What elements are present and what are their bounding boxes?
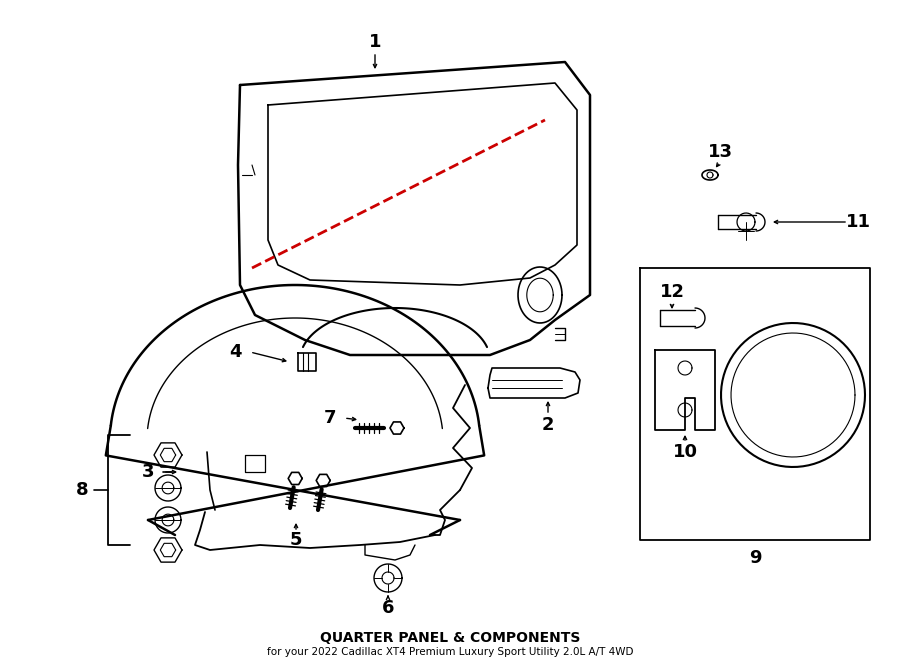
Text: 8: 8 — [76, 481, 88, 499]
Text: for your 2022 Cadillac XT4 Premium Luxury Sport Utility 2.0L A/T 4WD: for your 2022 Cadillac XT4 Premium Luxur… — [266, 647, 634, 657]
Text: 10: 10 — [672, 443, 698, 461]
Text: 5: 5 — [290, 531, 302, 549]
Text: 13: 13 — [707, 143, 733, 161]
Text: 4: 4 — [229, 343, 241, 361]
Text: 12: 12 — [660, 283, 685, 301]
Text: 1: 1 — [369, 33, 382, 51]
Text: 2: 2 — [542, 416, 554, 434]
Text: QUARTER PANEL & COMPONENTS: QUARTER PANEL & COMPONENTS — [320, 631, 580, 645]
Text: 9: 9 — [749, 549, 761, 567]
Text: 6: 6 — [382, 599, 394, 617]
Text: 7: 7 — [324, 409, 337, 427]
Text: 11: 11 — [845, 213, 870, 231]
Text: 3: 3 — [142, 463, 154, 481]
